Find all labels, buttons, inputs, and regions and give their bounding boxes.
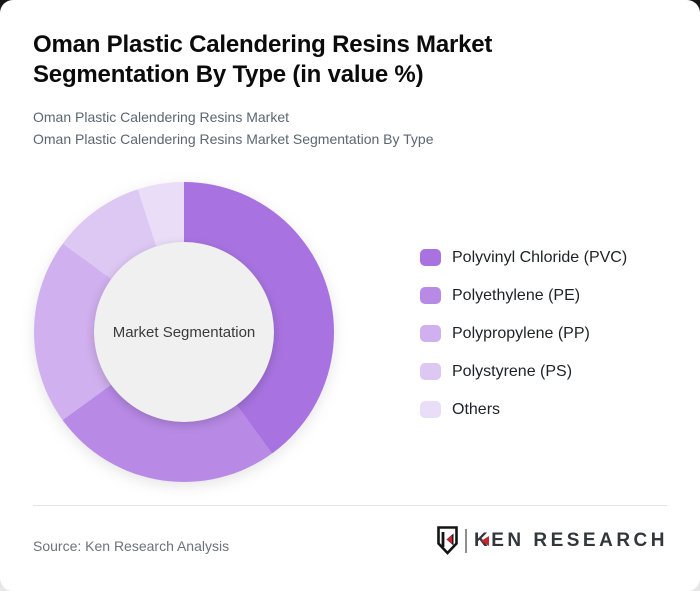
donut-center-label: Market Segmentation bbox=[112, 323, 256, 341]
legend-item-pp: Polypropylene (PP) bbox=[420, 325, 627, 342]
logo-divider-bar bbox=[464, 528, 467, 553]
subtitle-line-1: Oman Plastic Calendering Resins Market bbox=[33, 109, 289, 125]
shield-k-icon bbox=[437, 526, 458, 555]
page-title: Oman Plastic Calendering Resins Market S… bbox=[33, 31, 493, 88]
legend-item-pe: Polyethylene (PE) bbox=[420, 287, 627, 304]
legend-swatch-pp bbox=[420, 325, 441, 342]
source-note: Source: Ken Research Analysis bbox=[33, 538, 230, 554]
legend-label-pvc: Polyvinyl Chloride (PVC) bbox=[452, 248, 628, 266]
subtitle-line-2: Oman Plastic Calendering Resins Market S… bbox=[33, 131, 434, 147]
donut-chart: Market Segmentation bbox=[34, 182, 334, 482]
legend-label-pe: Polyethylene (PE) bbox=[452, 286, 581, 304]
legend-item-pvc: Polyvinyl Chloride (PVC) bbox=[420, 249, 627, 266]
legend-swatch-ps bbox=[420, 363, 441, 380]
logo-text: K EN RESEARCH bbox=[474, 530, 668, 552]
legend-label-others: Others bbox=[452, 400, 501, 418]
logo-k-triangle-icon bbox=[481, 535, 490, 546]
legend-swatch-pe bbox=[420, 287, 441, 304]
legend-swatch-others bbox=[420, 401, 441, 418]
logo-text-rest: EN RESEARCH bbox=[491, 529, 668, 551]
ken-research-logo: K EN RESEARCH bbox=[436, 526, 668, 555]
legend-label-pp: Polypropylene (PP) bbox=[452, 324, 590, 342]
legend-item-ps: Polystyrene (PS) bbox=[420, 363, 627, 380]
legend-item-others: Others bbox=[420, 401, 627, 418]
chart-subtitle: Oman Plastic Calendering Resins Market O… bbox=[33, 106, 434, 150]
legend-label-ps: Polystyrene (PS) bbox=[452, 362, 573, 380]
legend-swatch-pvc bbox=[420, 249, 441, 266]
donut-center: Market Segmentation bbox=[94, 242, 274, 422]
chart-legend: Polyvinyl Chloride (PVC) Polyethylene (P… bbox=[420, 249, 627, 439]
footer-divider bbox=[33, 505, 667, 506]
